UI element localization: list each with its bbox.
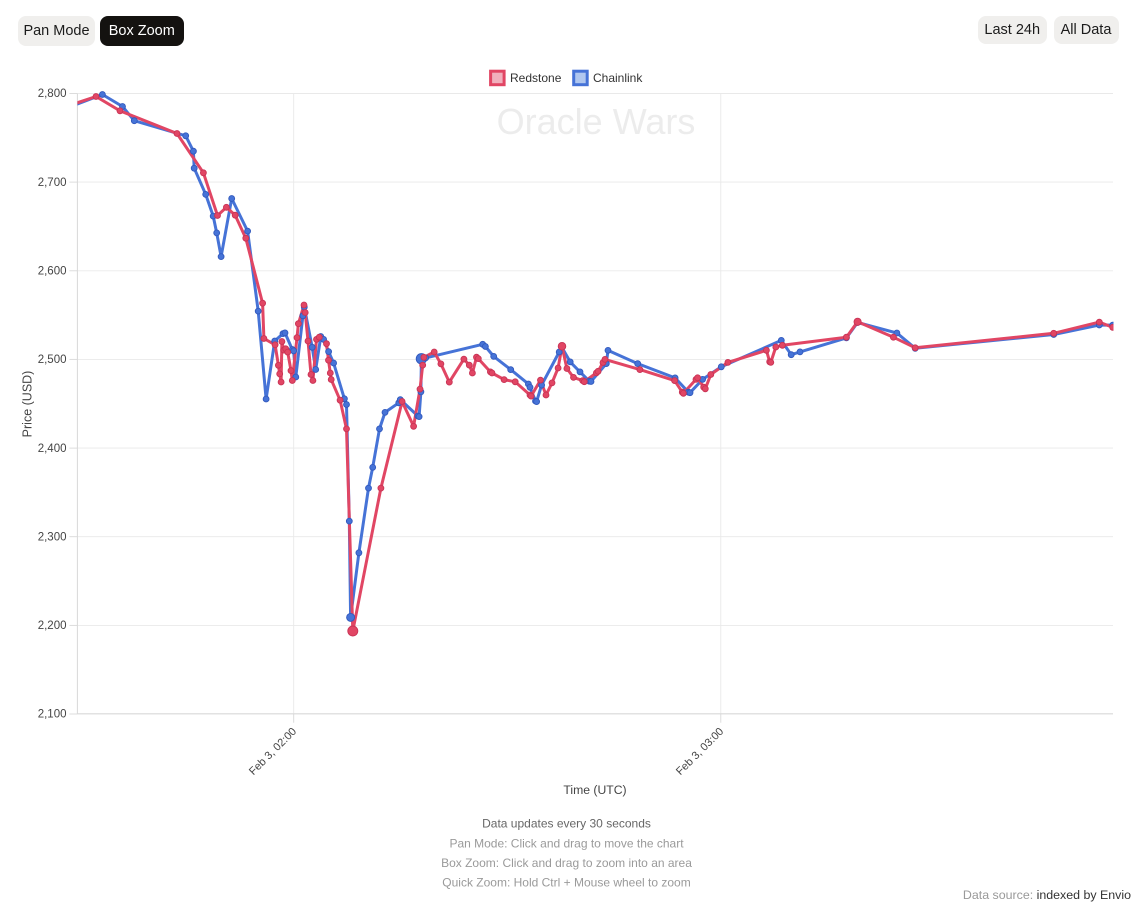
svg-text:Redstone: Redstone [510, 71, 562, 85]
svg-text:2,400: 2,400 [38, 443, 67, 455]
svg-text:Time (UTC): Time (UTC) [563, 783, 626, 797]
svg-text:2,700: 2,700 [38, 177, 67, 189]
svg-text:Pan Mode: Click and drag to mo: Pan Mode: Click and drag to move the cha… [449, 836, 684, 850]
svg-text:2,500: 2,500 [38, 354, 67, 366]
svg-text:2,200: 2,200 [38, 620, 67, 632]
svg-text:Oracle Wars: Oracle Wars [497, 101, 696, 142]
svg-text:Data source: indexed by Envio: Data source: indexed by Envio [963, 888, 1131, 902]
svg-text:Feb 3, 03:00: Feb 3, 03:00 [674, 726, 726, 778]
svg-text:Feb 3, 02:00: Feb 3, 02:00 [247, 726, 299, 778]
svg-text:Data updates every 30 seconds: Data updates every 30 seconds [482, 816, 651, 830]
svg-text:2,800: 2,800 [38, 88, 67, 100]
svg-text:Quick Zoom: Hold Ctrl + Mouse: Quick Zoom: Hold Ctrl + Mouse wheel to z… [442, 875, 690, 889]
svg-text:Chainlink: Chainlink [593, 71, 643, 85]
svg-text:2,300: 2,300 [38, 531, 67, 543]
svg-text:Box Zoom: Click and drag to zo: Box Zoom: Click and drag to zoom into an… [441, 856, 692, 870]
svg-text:2,100: 2,100 [38, 709, 67, 721]
svg-text:2,600: 2,600 [38, 266, 67, 278]
svg-text:Price (USD): Price (USD) [21, 371, 35, 438]
